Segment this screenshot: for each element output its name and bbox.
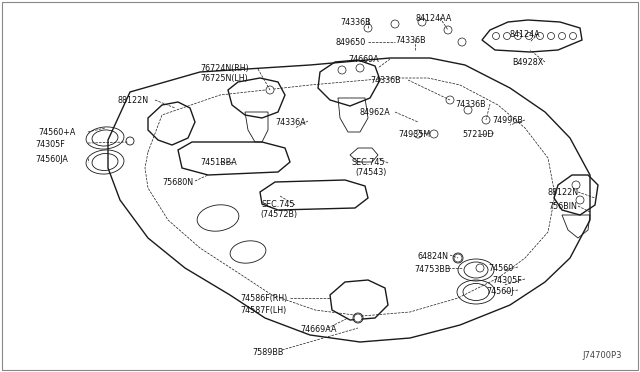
Circle shape — [364, 24, 372, 32]
Text: 74305F: 74305F — [492, 276, 522, 285]
Text: 74935M: 74935M — [398, 130, 430, 139]
Text: 74336A: 74336A — [275, 118, 306, 127]
Text: 88122N: 88122N — [548, 188, 579, 197]
Circle shape — [482, 116, 490, 124]
Text: 74336B: 74336B — [395, 36, 426, 45]
Circle shape — [266, 86, 274, 94]
Text: 76725N(LH): 76725N(LH) — [200, 74, 248, 83]
Text: 7451BBA: 7451BBA — [200, 158, 237, 167]
Text: 74560: 74560 — [488, 264, 513, 273]
Text: 76724N(RH): 76724N(RH) — [200, 64, 249, 73]
Text: 57210D: 57210D — [462, 130, 493, 139]
Text: (74572B): (74572B) — [260, 210, 297, 219]
Text: 64824N: 64824N — [418, 252, 449, 261]
Circle shape — [464, 106, 472, 114]
Text: 74560+A: 74560+A — [38, 128, 76, 137]
Circle shape — [414, 130, 422, 138]
Text: J74700P3: J74700P3 — [582, 351, 622, 360]
Text: 84124A: 84124A — [510, 30, 541, 39]
Circle shape — [356, 64, 364, 72]
Circle shape — [446, 96, 454, 104]
Text: 74996B: 74996B — [492, 116, 523, 125]
Circle shape — [458, 38, 466, 46]
Text: 74586F(RH): 74586F(RH) — [240, 294, 287, 303]
Circle shape — [454, 254, 462, 262]
Text: 7589BB: 7589BB — [252, 348, 284, 357]
Text: 74305F: 74305F — [35, 140, 65, 149]
Circle shape — [576, 196, 584, 204]
Text: 74669A: 74669A — [348, 55, 379, 64]
Text: 74336B: 74336B — [370, 76, 401, 85]
Text: 74587F(LH): 74587F(LH) — [240, 306, 286, 315]
Circle shape — [444, 26, 452, 34]
Text: (74543): (74543) — [355, 168, 387, 177]
Text: 84124AA: 84124AA — [415, 14, 451, 23]
Text: 74336B: 74336B — [455, 100, 486, 109]
Text: SEC.745: SEC.745 — [262, 200, 296, 209]
Text: 74669AA: 74669AA — [300, 325, 337, 334]
Circle shape — [338, 66, 346, 74]
Circle shape — [354, 314, 362, 322]
Circle shape — [430, 130, 438, 138]
Circle shape — [391, 20, 399, 28]
Text: 74560JA: 74560JA — [35, 155, 68, 164]
Text: 74560J: 74560J — [486, 287, 513, 296]
Text: SEC.745: SEC.745 — [352, 158, 385, 167]
Text: 74336B: 74336B — [340, 18, 371, 27]
Text: 849650: 849650 — [335, 38, 365, 47]
Text: 75680N: 75680N — [162, 178, 193, 187]
Circle shape — [418, 18, 426, 26]
Text: 74753BB: 74753BB — [414, 265, 451, 274]
Text: 84962A: 84962A — [360, 108, 391, 117]
Circle shape — [476, 264, 484, 272]
Circle shape — [572, 181, 580, 189]
Text: 88122N: 88122N — [118, 96, 149, 105]
Text: 756BIN: 756BIN — [548, 202, 577, 211]
Text: B4928X: B4928X — [512, 58, 543, 67]
